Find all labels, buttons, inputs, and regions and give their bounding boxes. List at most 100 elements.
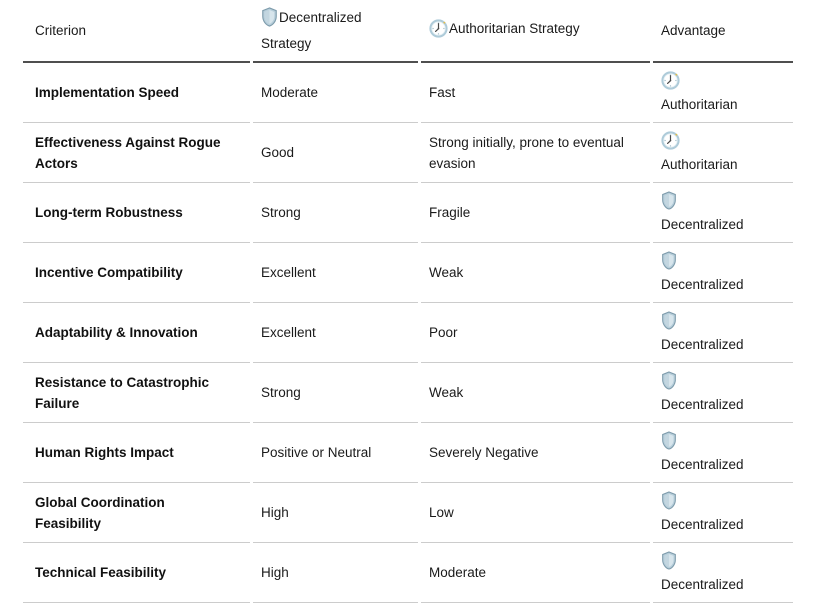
criterion-cell: Resistance to Catastrophic Failure [23, 363, 250, 423]
advantage-label: Decentralized [661, 216, 744, 232]
shield-icon [661, 250, 677, 272]
col-header-authoritarian-label: Authoritarian Strategy [449, 20, 580, 36]
clock-icon [429, 18, 448, 44]
advantage-label: Decentralized [661, 276, 744, 292]
advantage-badge: Decentralized [661, 490, 783, 535]
shield-icon [661, 310, 677, 332]
authoritarian-cell: Fast [421, 63, 650, 123]
col-header-criterion-label: Criterion [35, 23, 87, 38]
authoritarian-value: Low [429, 505, 454, 520]
decentralized-value: Strong [261, 385, 301, 400]
advantage-cell: Decentralized [653, 483, 793, 543]
decentralized-value: High [261, 565, 289, 580]
clock-icon [661, 70, 680, 92]
col-header-advantage-label: Advantage [661, 23, 726, 38]
decentralized-cell: Strong [253, 363, 418, 423]
advantage-cell: Decentralized [653, 543, 793, 603]
col-header-decentralized: Decentralized Strategy [253, 0, 418, 63]
col-header-criterion: Criterion [23, 0, 250, 63]
authoritarian-value: Fragile [429, 205, 471, 220]
advantage-label: Authoritarian [661, 96, 738, 112]
advantage-label: Decentralized [661, 516, 744, 532]
authoritarian-value: Weak [429, 265, 464, 280]
decentralized-value: Excellent [261, 325, 316, 340]
criterion-label: Implementation Speed [35, 85, 180, 100]
authoritarian-cell: Severely Negative [421, 423, 650, 483]
authoritarian-value: Strong initially, prone to eventual evas… [429, 134, 624, 171]
advantage-badge: Decentralized [661, 370, 783, 415]
authoritarian-cell: Moderate [421, 543, 650, 603]
advantage-badge: Authoritarian [661, 70, 783, 115]
advantage-cell: Decentralized [653, 303, 793, 363]
advantage-label: Decentralized [661, 576, 744, 592]
shield-icon [661, 550, 677, 572]
header-row: Criterion Decentralized Strategy Authori… [23, 0, 793, 63]
criterion-cell: Global Coordination Feasibility [23, 483, 250, 543]
advantage-badge: Decentralized [661, 190, 783, 235]
table-row: Technical Feasibility High Moderate Dece… [23, 543, 793, 603]
table-row: Adaptability & Innovation Excellent Poor… [23, 303, 793, 363]
advantage-cell: Authoritarian [653, 63, 793, 123]
authoritarian-value: Moderate [429, 565, 487, 580]
advantage-cell: Decentralized [653, 423, 793, 483]
criterion-cell: Technical Feasibility [23, 543, 250, 603]
decentralized-cell: Excellent [253, 243, 418, 303]
shield-icon [661, 490, 677, 512]
authoritarian-cell: Strong initially, prone to eventual evas… [421, 123, 650, 183]
authoritarian-cell: Poor [421, 303, 650, 363]
table-row: Resistance to Catastrophic Failure Stron… [23, 363, 793, 423]
table-body: Implementation Speed Moderate Fast Autho… [23, 63, 793, 603]
criterion-label: Technical Feasibility [35, 565, 167, 580]
decentralized-cell: Good [253, 123, 418, 183]
advantage-badge: Decentralized [661, 550, 783, 595]
criterion-label: Resistance to Catastrophic Failure [35, 374, 210, 411]
shield-icon [661, 370, 677, 392]
table-row: Global Coordination Feasibility High Low… [23, 483, 793, 543]
advantage-label: Decentralized [661, 396, 744, 412]
decentralized-value: Strong [261, 205, 301, 220]
authoritarian-cell: Fragile [421, 183, 650, 243]
advantage-cell: Authoritarian [653, 123, 793, 183]
decentralized-value: Excellent [261, 265, 316, 280]
table-row: Effectiveness Against Rogue Actors Good … [23, 123, 793, 183]
decentralized-value: Good [261, 145, 295, 160]
advantage-label: Authoritarian [661, 156, 738, 172]
authoritarian-cell: Low [421, 483, 650, 543]
criterion-cell: Long-term Robustness [23, 183, 250, 243]
col-header-decentralized-label: Decentralized Strategy [261, 10, 362, 51]
strategy-comparison-table: Criterion Decentralized Strategy Authori… [20, 0, 796, 603]
criterion-cell: Implementation Speed [23, 63, 250, 123]
shield-icon [661, 430, 677, 452]
advantage-badge: Decentralized [661, 430, 783, 475]
criterion-label: Long-term Robustness [35, 205, 183, 220]
authoritarian-cell: Weak [421, 363, 650, 423]
authoritarian-value: Severely Negative [429, 445, 539, 460]
criterion-label: Human Rights Impact [35, 445, 174, 460]
authoritarian-value: Fast [429, 85, 456, 100]
criterion-label: Global Coordination Feasibility [35, 494, 165, 531]
criterion-cell: Incentive Compatibility [23, 243, 250, 303]
advantage-badge: Decentralized [661, 310, 783, 355]
advantage-label: Decentralized [661, 336, 744, 352]
advantage-cell: Decentralized [653, 183, 793, 243]
shield-icon [661, 190, 677, 212]
advantage-cell: Decentralized [653, 243, 793, 303]
decentralized-cell: Excellent [253, 303, 418, 363]
table-row: Incentive Compatibility Excellent Weak D… [23, 243, 793, 303]
advantage-label: Decentralized [661, 456, 744, 472]
advantage-cell: Decentralized [653, 363, 793, 423]
decentralized-cell: Positive or Neutral [253, 423, 418, 483]
decentralized-cell: Moderate [253, 63, 418, 123]
criterion-label: Incentive Compatibility [35, 265, 183, 280]
table-row: Long-term Robustness Strong Fragile Dece… [23, 183, 793, 243]
decentralized-value: High [261, 505, 289, 520]
shield-icon [261, 7, 278, 33]
criterion-cell: Effectiveness Against Rogue Actors [23, 123, 250, 183]
criterion-cell: Adaptability & Innovation [23, 303, 250, 363]
col-header-advantage: Advantage [653, 0, 793, 63]
col-header-authoritarian: Authoritarian Strategy [421, 0, 650, 63]
advantage-badge: Decentralized [661, 250, 783, 295]
decentralized-value: Positive or Neutral [261, 445, 372, 460]
authoritarian-value: Weak [429, 385, 464, 400]
